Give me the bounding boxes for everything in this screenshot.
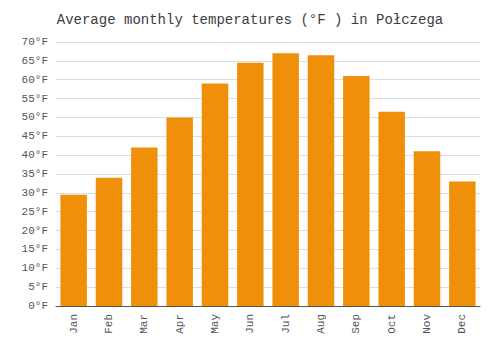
svg-text:5°F: 5°F <box>28 281 48 293</box>
svg-text:Feb: Feb <box>103 314 115 334</box>
svg-text:Aug: Aug <box>315 314 327 334</box>
svg-text:Apr: Apr <box>174 314 186 334</box>
svg-text:65°F: 65°F <box>22 55 48 67</box>
svg-text:Mar: Mar <box>138 314 150 334</box>
svg-text:Sep: Sep <box>350 314 362 334</box>
svg-text:Dec: Dec <box>456 314 468 334</box>
svg-text:0°F: 0°F <box>28 300 48 312</box>
svg-text:50°F: 50°F <box>22 111 48 123</box>
svg-text:20°F: 20°F <box>22 225 48 237</box>
svg-text:70°F: 70°F <box>22 36 48 48</box>
svg-text:Average monthly temperatures (: Average monthly temperatures (°F ) in Po… <box>57 12 443 28</box>
svg-text:Oct: Oct <box>386 314 398 334</box>
svg-text:40°F: 40°F <box>22 149 48 161</box>
svg-text:Nov: Nov <box>421 314 433 334</box>
svg-text:35°F: 35°F <box>22 168 48 180</box>
svg-text:45°F: 45°F <box>22 130 48 142</box>
svg-text:Jun: Jun <box>244 314 256 334</box>
svg-text:60°F: 60°F <box>22 74 48 86</box>
svg-text:30°F: 30°F <box>22 187 48 199</box>
svg-text:55°F: 55°F <box>22 93 48 105</box>
svg-text:May: May <box>209 314 221 334</box>
svg-text:10°F: 10°F <box>22 262 48 274</box>
svg-text:15°F: 15°F <box>22 243 48 255</box>
svg-text:Jan: Jan <box>68 314 80 334</box>
svg-text:25°F: 25°F <box>22 206 48 218</box>
svg-text:Jul: Jul <box>280 314 292 334</box>
